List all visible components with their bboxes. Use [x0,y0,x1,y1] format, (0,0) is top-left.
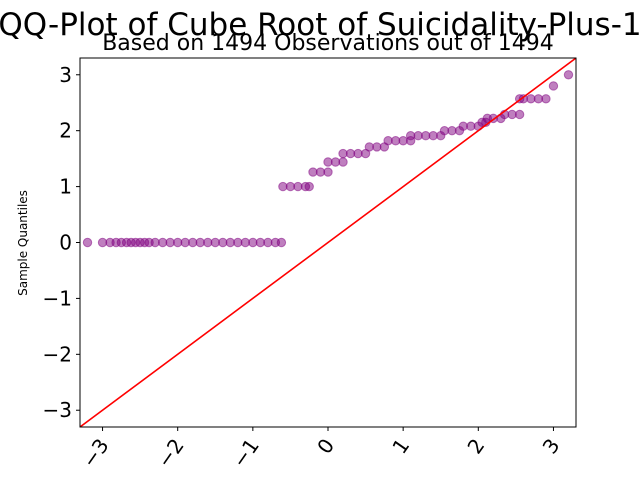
data-point [563,70,574,80]
chart-subtitle: Based on 1494 Observations out of 1494 [102,31,554,56]
y-tick-label: −2 [43,342,72,366]
x-tick-label: 2 [462,434,489,458]
chart-title: QQ-Plot of Cube Root of Suicidality-Plus… [0,7,640,43]
y-tick-label: −1 [43,286,72,310]
data-point [548,81,559,91]
y-axis-label: Sample Quantiles [16,190,30,296]
x-tick-label: 1 [387,434,414,458]
y-tick-label: −3 [43,398,72,422]
data-point [276,237,287,248]
y-tick-label: 3 [59,63,72,87]
x-tick-label: −1 [227,434,264,472]
x-tick-label: −2 [152,434,189,472]
x-tick-label: 3 [538,434,565,458]
x-tick-label: 0 [312,434,339,458]
data-point [82,237,93,248]
y-tick-label: 0 [59,231,72,255]
data-point [304,181,314,192]
data-point [338,157,348,167]
data-point [541,94,551,104]
y-tick-label: 1 [59,175,72,199]
x-tick-label: −3 [77,434,114,472]
reference-line [80,58,576,427]
data-point [323,167,333,177]
data-point [514,109,525,120]
y-tick-label: 2 [59,119,72,143]
